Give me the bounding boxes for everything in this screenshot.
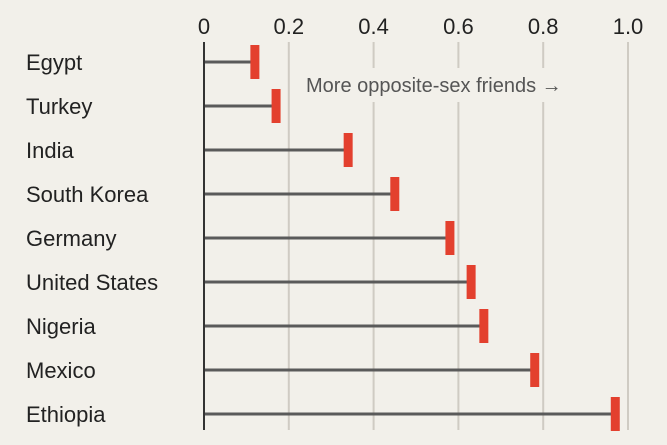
value-marker — [343, 133, 353, 167]
value-marker — [390, 177, 400, 211]
x-tick-label: 0 — [198, 14, 210, 39]
x-tick-label: 0.6 — [443, 14, 474, 39]
category-label: United States — [26, 270, 158, 295]
value-marker — [479, 309, 489, 343]
annotation-background — [292, 68, 622, 102]
x-tick-label: 0.2 — [274, 14, 305, 39]
category-label: India — [26, 138, 74, 163]
category-label: Turkey — [26, 94, 92, 119]
x-tick-labels: 0 0.2 0.4 0.6 0.8 1.0 — [198, 14, 643, 39]
gridlines — [287, 42, 629, 430]
category-label: Germany — [26, 226, 116, 251]
category-labels: Egypt Turkey India South Korea Germany United… — [26, 50, 158, 427]
annotation-group: More opposite-sex friends → — [292, 68, 622, 102]
x-tick-label: 0.4 — [358, 14, 389, 39]
value-marker — [271, 89, 281, 123]
value-marker — [466, 265, 476, 299]
category-label: Nigeria — [26, 314, 96, 339]
category-label: Mexico — [26, 358, 96, 383]
annotation-text: More opposite-sex friends → — [306, 75, 562, 97]
category-label: South Korea — [26, 182, 149, 207]
x-tick-label: 0.8 — [528, 14, 559, 39]
value-marker — [530, 353, 540, 387]
value-marker — [250, 45, 260, 79]
x-tick-label: 1.0 — [613, 14, 644, 39]
category-label: Ethiopia — [26, 402, 106, 427]
value-marker — [610, 397, 620, 431]
category-label: Egypt — [26, 50, 82, 75]
series — [204, 45, 620, 431]
value-marker — [445, 221, 455, 255]
